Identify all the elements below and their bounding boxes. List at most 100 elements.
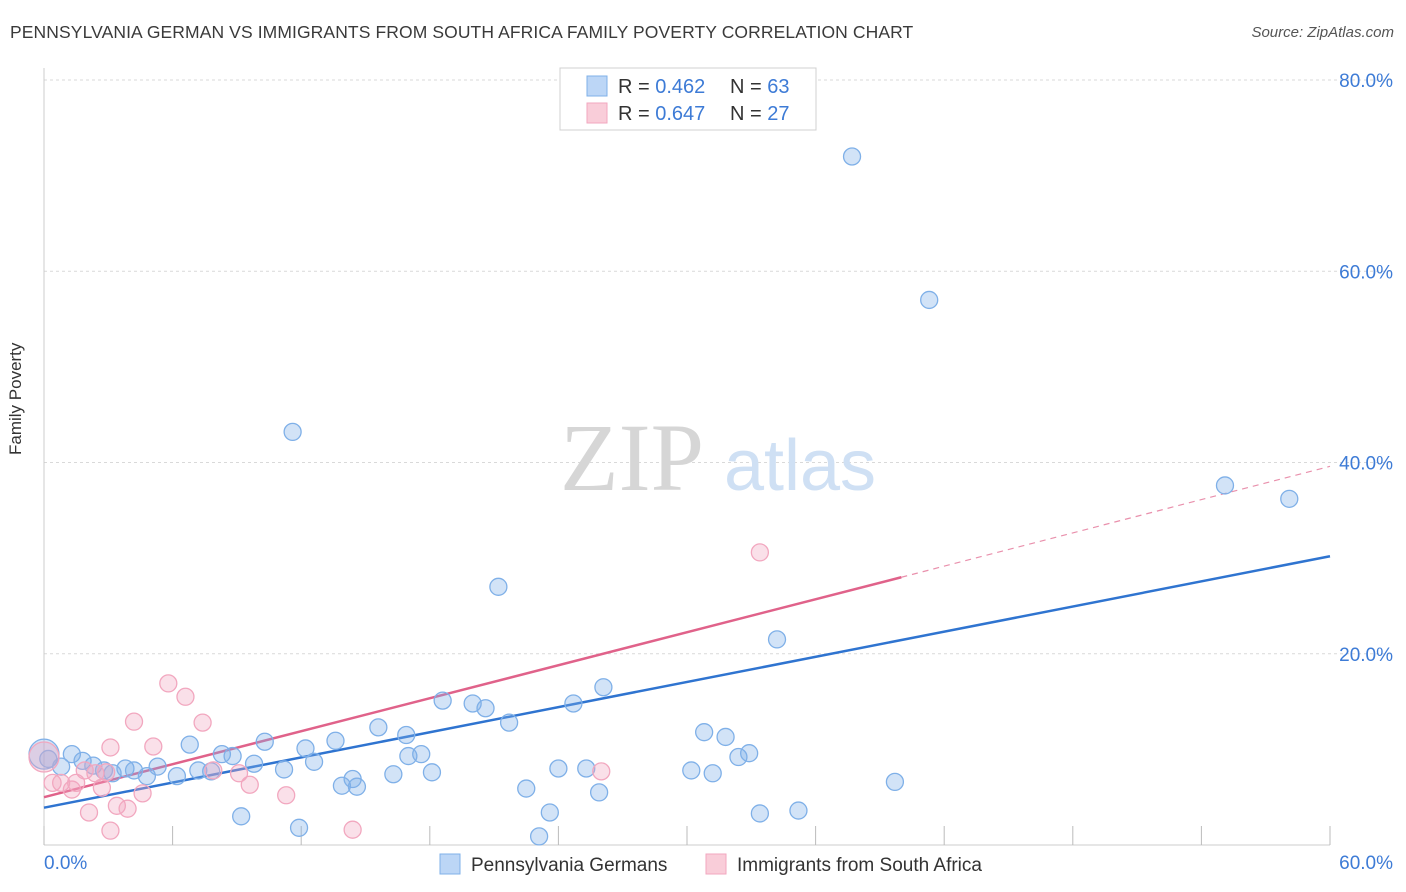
point-blue-19 — [255, 732, 274, 751]
series-label-pink: Immigrants from South Africa — [737, 855, 982, 876]
point-blue-33 — [412, 745, 431, 764]
point-blue-13 — [189, 761, 208, 780]
point-pink-2 — [51, 773, 71, 792]
point-blue-43 — [549, 759, 568, 778]
point-blue-45 — [577, 759, 596, 778]
legend-n-label-1: N = — [730, 76, 767, 98]
legend-r-label-2: R = — [618, 103, 655, 125]
y-tick-label-3: 80.0% — [1339, 71, 1393, 92]
point-blue-31 — [397, 725, 416, 745]
point-pink-14 — [124, 712, 144, 731]
point-blue-56 — [789, 801, 808, 820]
series-legend: Pennsylvania Germans Immigrants from Sou… — [439, 853, 982, 876]
watermark-atlas: atlas — [724, 426, 876, 506]
point-blue-37 — [476, 699, 495, 718]
point-pink-20 — [204, 761, 223, 780]
point-blue-55 — [767, 630, 787, 649]
x-tick-label-min: 0.0% — [44, 853, 87, 874]
point-blue-38 — [489, 577, 508, 596]
chart-title: PENNSYLVANIA GERMAN VS IMMIGRANTS FROM S… — [10, 22, 914, 42]
y-tick-label-0: 20.0% — [1339, 645, 1393, 666]
point-blue-11 — [167, 767, 187, 786]
point-pink-0 — [28, 741, 60, 773]
data-points — [28, 147, 1299, 846]
point-blue-12 — [180, 735, 199, 754]
point-blue-18 — [244, 754, 264, 773]
point-blue-34 — [422, 763, 442, 782]
point-pink-4 — [67, 773, 86, 792]
grid-lines — [44, 79, 1392, 655]
point-blue-41 — [529, 827, 549, 846]
point-blue-17 — [232, 807, 251, 826]
stats-legend: R = 0.462 N = 63 R = 0.647 N = 27 — [559, 67, 817, 131]
point-blue-58 — [885, 772, 905, 792]
point-blue-60 — [1215, 476, 1235, 495]
point-blue-54 — [750, 804, 770, 823]
point-pink-8 — [92, 778, 112, 797]
point-blue-42 — [540, 803, 559, 822]
point-blue-26 — [332, 776, 352, 795]
point-blue-35 — [433, 691, 452, 710]
point-blue-25 — [326, 731, 345, 750]
trend-line-pink-extension — [901, 465, 1331, 578]
trend-line-blue — [43, 554, 1331, 809]
point-blue-46 — [589, 783, 609, 802]
point-pink-24 — [343, 820, 362, 839]
point-pink-13 — [118, 799, 137, 818]
point-blue-22 — [289, 818, 309, 837]
point-pink-26 — [750, 543, 770, 562]
point-blue-62 — [39, 749, 58, 769]
series-swatch-pink — [705, 853, 727, 875]
point-blue-52 — [729, 747, 748, 767]
point-blue-51 — [716, 727, 735, 747]
point-blue-10 — [148, 757, 167, 776]
point-pink-18 — [176, 687, 195, 706]
point-blue-28 — [347, 777, 367, 796]
series-label-blue: Pennsylvania Germans — [471, 855, 667, 876]
x-tick-label-max: 60.0% — [1339, 853, 1393, 874]
point-pink-10 — [101, 738, 120, 757]
point-pink-21 — [229, 764, 249, 783]
legend-n-value-2: 27 — [767, 103, 789, 125]
tick-labels: 20.0% 40.0% 60.0% 80.0% 0.0% 60.0% — [44, 71, 1393, 874]
trend-line-pink — [43, 576, 902, 799]
point-blue-57 — [842, 147, 862, 166]
point-blue-39 — [499, 713, 519, 732]
trend-lines — [43, 465, 1331, 809]
point-blue-16 — [223, 746, 242, 766]
point-pink-19 — [193, 713, 212, 732]
point-pink-12 — [107, 796, 127, 815]
point-pink-9 — [97, 763, 116, 782]
legend-row-1: R = 0.462 N = 63 — [618, 76, 790, 98]
legend-r-value-1: 0.462 — [655, 76, 705, 98]
watermark: ZIP atlas — [560, 404, 876, 511]
legend-n-value-1: 63 — [767, 76, 789, 98]
point-blue-48 — [682, 761, 701, 780]
point-blue-47 — [594, 678, 613, 697]
point-pink-15 — [133, 784, 152, 803]
point-blue-20 — [274, 760, 294, 779]
point-blue-61 — [1280, 489, 1299, 508]
point-pink-6 — [79, 803, 99, 822]
point-pink-23 — [277, 786, 296, 805]
point-pink-25 — [592, 762, 611, 781]
point-blue-2 — [62, 745, 82, 764]
point-blue-30 — [384, 765, 403, 784]
point-blue-23 — [296, 739, 315, 758]
point-blue-21 — [283, 422, 302, 442]
legend-row-2: R = 0.647 N = 27 — [618, 103, 790, 125]
point-blue-40 — [517, 779, 536, 798]
point-pink-11 — [101, 821, 120, 840]
source-label: Source: ZipAtlas.com — [1251, 24, 1394, 41]
point-blue-50 — [703, 764, 722, 783]
point-blue-29 — [369, 718, 388, 737]
point-pink-5 — [75, 761, 94, 780]
series-swatch-blue — [439, 853, 461, 875]
point-blue-49 — [694, 723, 714, 742]
point-pink-16 — [144, 737, 163, 756]
watermark-zip: ZIP — [560, 404, 704, 511]
legend-n-label-2: N = — [730, 103, 767, 125]
point-blue-59 — [920, 290, 939, 310]
point-pink-17 — [159, 674, 178, 693]
